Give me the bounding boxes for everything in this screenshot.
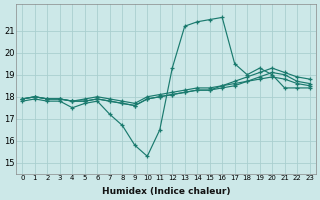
X-axis label: Humidex (Indice chaleur): Humidex (Indice chaleur) [102, 187, 230, 196]
